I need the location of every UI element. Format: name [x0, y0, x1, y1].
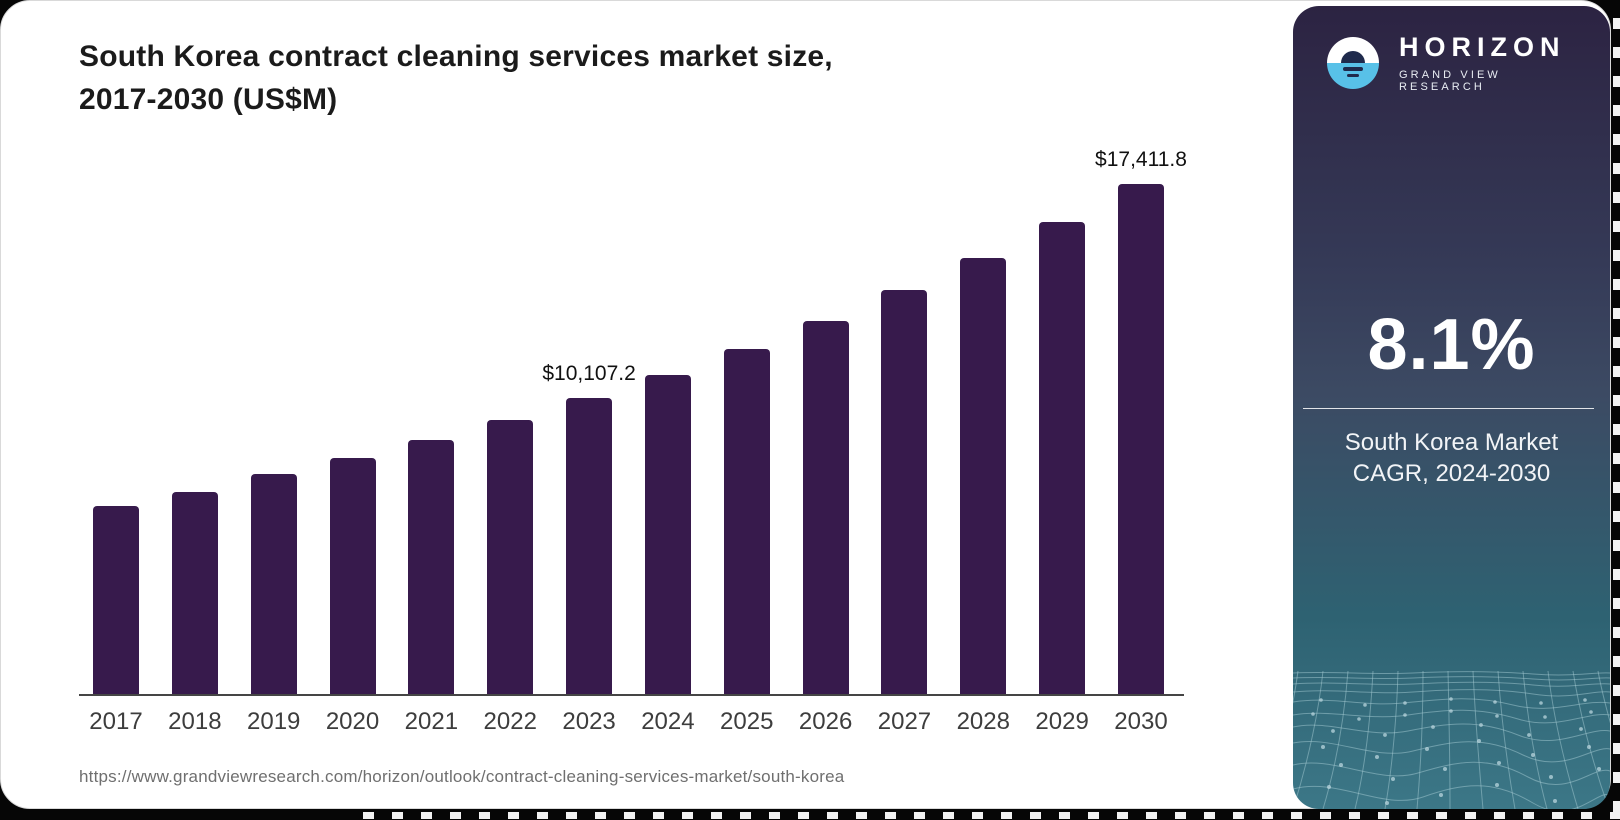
bar-value-label: $17,411.8: [1095, 148, 1187, 171]
x-axis-line: [79, 694, 1184, 696]
x-axis-tick-label: 2022: [483, 708, 537, 735]
x-axis-tick-label: 2020: [325, 708, 380, 735]
bar: [487, 420, 534, 695]
bar-value-label: $10,107.2: [542, 362, 636, 385]
bar-column: 2019: [247, 474, 300, 735]
sun-reflection-line: [1343, 66, 1363, 71]
brand-text: HORIZON GRAND VIEW RESEARCH: [1399, 32, 1586, 93]
bar-column: 2028: [957, 258, 1010, 735]
bar-column: 2017: [89, 506, 143, 735]
bar-column: $10,107.2 2023: [542, 362, 635, 735]
bar-plot: 2017 2018 2019 2020 2021 2022 $10,107.2 …: [89, 148, 1187, 735]
stat-divider: [1303, 408, 1594, 409]
cagr-value: 8.1%: [1367, 305, 1536, 385]
x-axis-tick-label: 2030: [1114, 708, 1168, 735]
x-axis-tick-label: 2019: [246, 708, 301, 735]
page-title: South Korea contract cleaning services m…: [79, 35, 833, 121]
bar: [329, 458, 376, 695]
x-axis-tick-label: 2018: [168, 708, 222, 735]
bar: [1039, 222, 1086, 695]
brand-subtitle: GRAND VIEW RESEARCH: [1399, 69, 1501, 93]
bar-column: 2021: [405, 440, 458, 735]
sidebar-panel: HORIZON GRAND VIEW RESEARCH 8.1% South K…: [1293, 6, 1610, 809]
source-url: https://www.grandviewresearch.com/horizo…: [79, 767, 845, 786]
bar: [881, 290, 928, 695]
cagr-label: South Korea Market CAGR, 2024-2030: [1293, 427, 1610, 489]
bar: [93, 506, 139, 695]
bar: [802, 321, 849, 695]
cagr-label-line1: South Korea Market: [1344, 429, 1559, 456]
x-axis-tick-label: 2026: [798, 708, 853, 735]
bar: [644, 375, 691, 695]
brand-name: HORIZON: [1399, 32, 1566, 62]
selection-dashes-right: [1613, 0, 1620, 820]
bar-column: 2026: [799, 321, 852, 735]
bar: [1117, 184, 1164, 695]
bar-column: 2018: [168, 492, 222, 735]
cagr-label-line2: CAGR, 2024-2030: [1352, 460, 1551, 487]
bar-column: 2029: [1035, 222, 1089, 735]
x-axis-tick-label: 2023: [562, 708, 616, 735]
x-axis-tick-label: 2021: [404, 708, 459, 735]
bar-column: 2020: [326, 458, 379, 735]
brand-header: HORIZON GRAND VIEW RESEARCH: [1293, 6, 1610, 93]
bar-column: $17,411.8 2030: [1095, 148, 1187, 735]
selection-dashes-bottom: [345, 812, 1620, 819]
x-axis-tick-label: 2024: [641, 708, 695, 735]
bar: [960, 258, 1007, 695]
x-axis-tick-label: 2029: [1035, 708, 1089, 735]
x-axis-tick-label: 2017: [89, 708, 143, 735]
bar-column: 2027: [878, 290, 931, 735]
page-title-line2: 2017-2030 (US$M): [79, 83, 338, 116]
sun-icon: [1341, 50, 1365, 63]
bar-column: 2022: [484, 420, 537, 735]
wireframe-mesh-graphic: [1293, 670, 1610, 809]
cagr-stat: 8.1% South Korea Market CAGR, 2024-2030: [1293, 304, 1610, 489]
bar-column: 2025: [720, 349, 773, 735]
horizon-logo-icon: [1327, 36, 1379, 89]
page-title-line1: South Korea contract cleaning services m…: [79, 40, 833, 73]
sun-reflection-line: [1347, 73, 1359, 77]
bar: [250, 474, 297, 695]
x-axis-tick-label: 2025: [720, 708, 774, 735]
bar-column: 2024: [641, 375, 695, 735]
bar: [171, 492, 218, 695]
bar: [408, 440, 455, 695]
bar: [723, 349, 770, 695]
x-axis-tick-label: 2027: [877, 708, 932, 735]
x-axis-tick-label: 2028: [956, 708, 1010, 735]
bar: [566, 398, 613, 695]
